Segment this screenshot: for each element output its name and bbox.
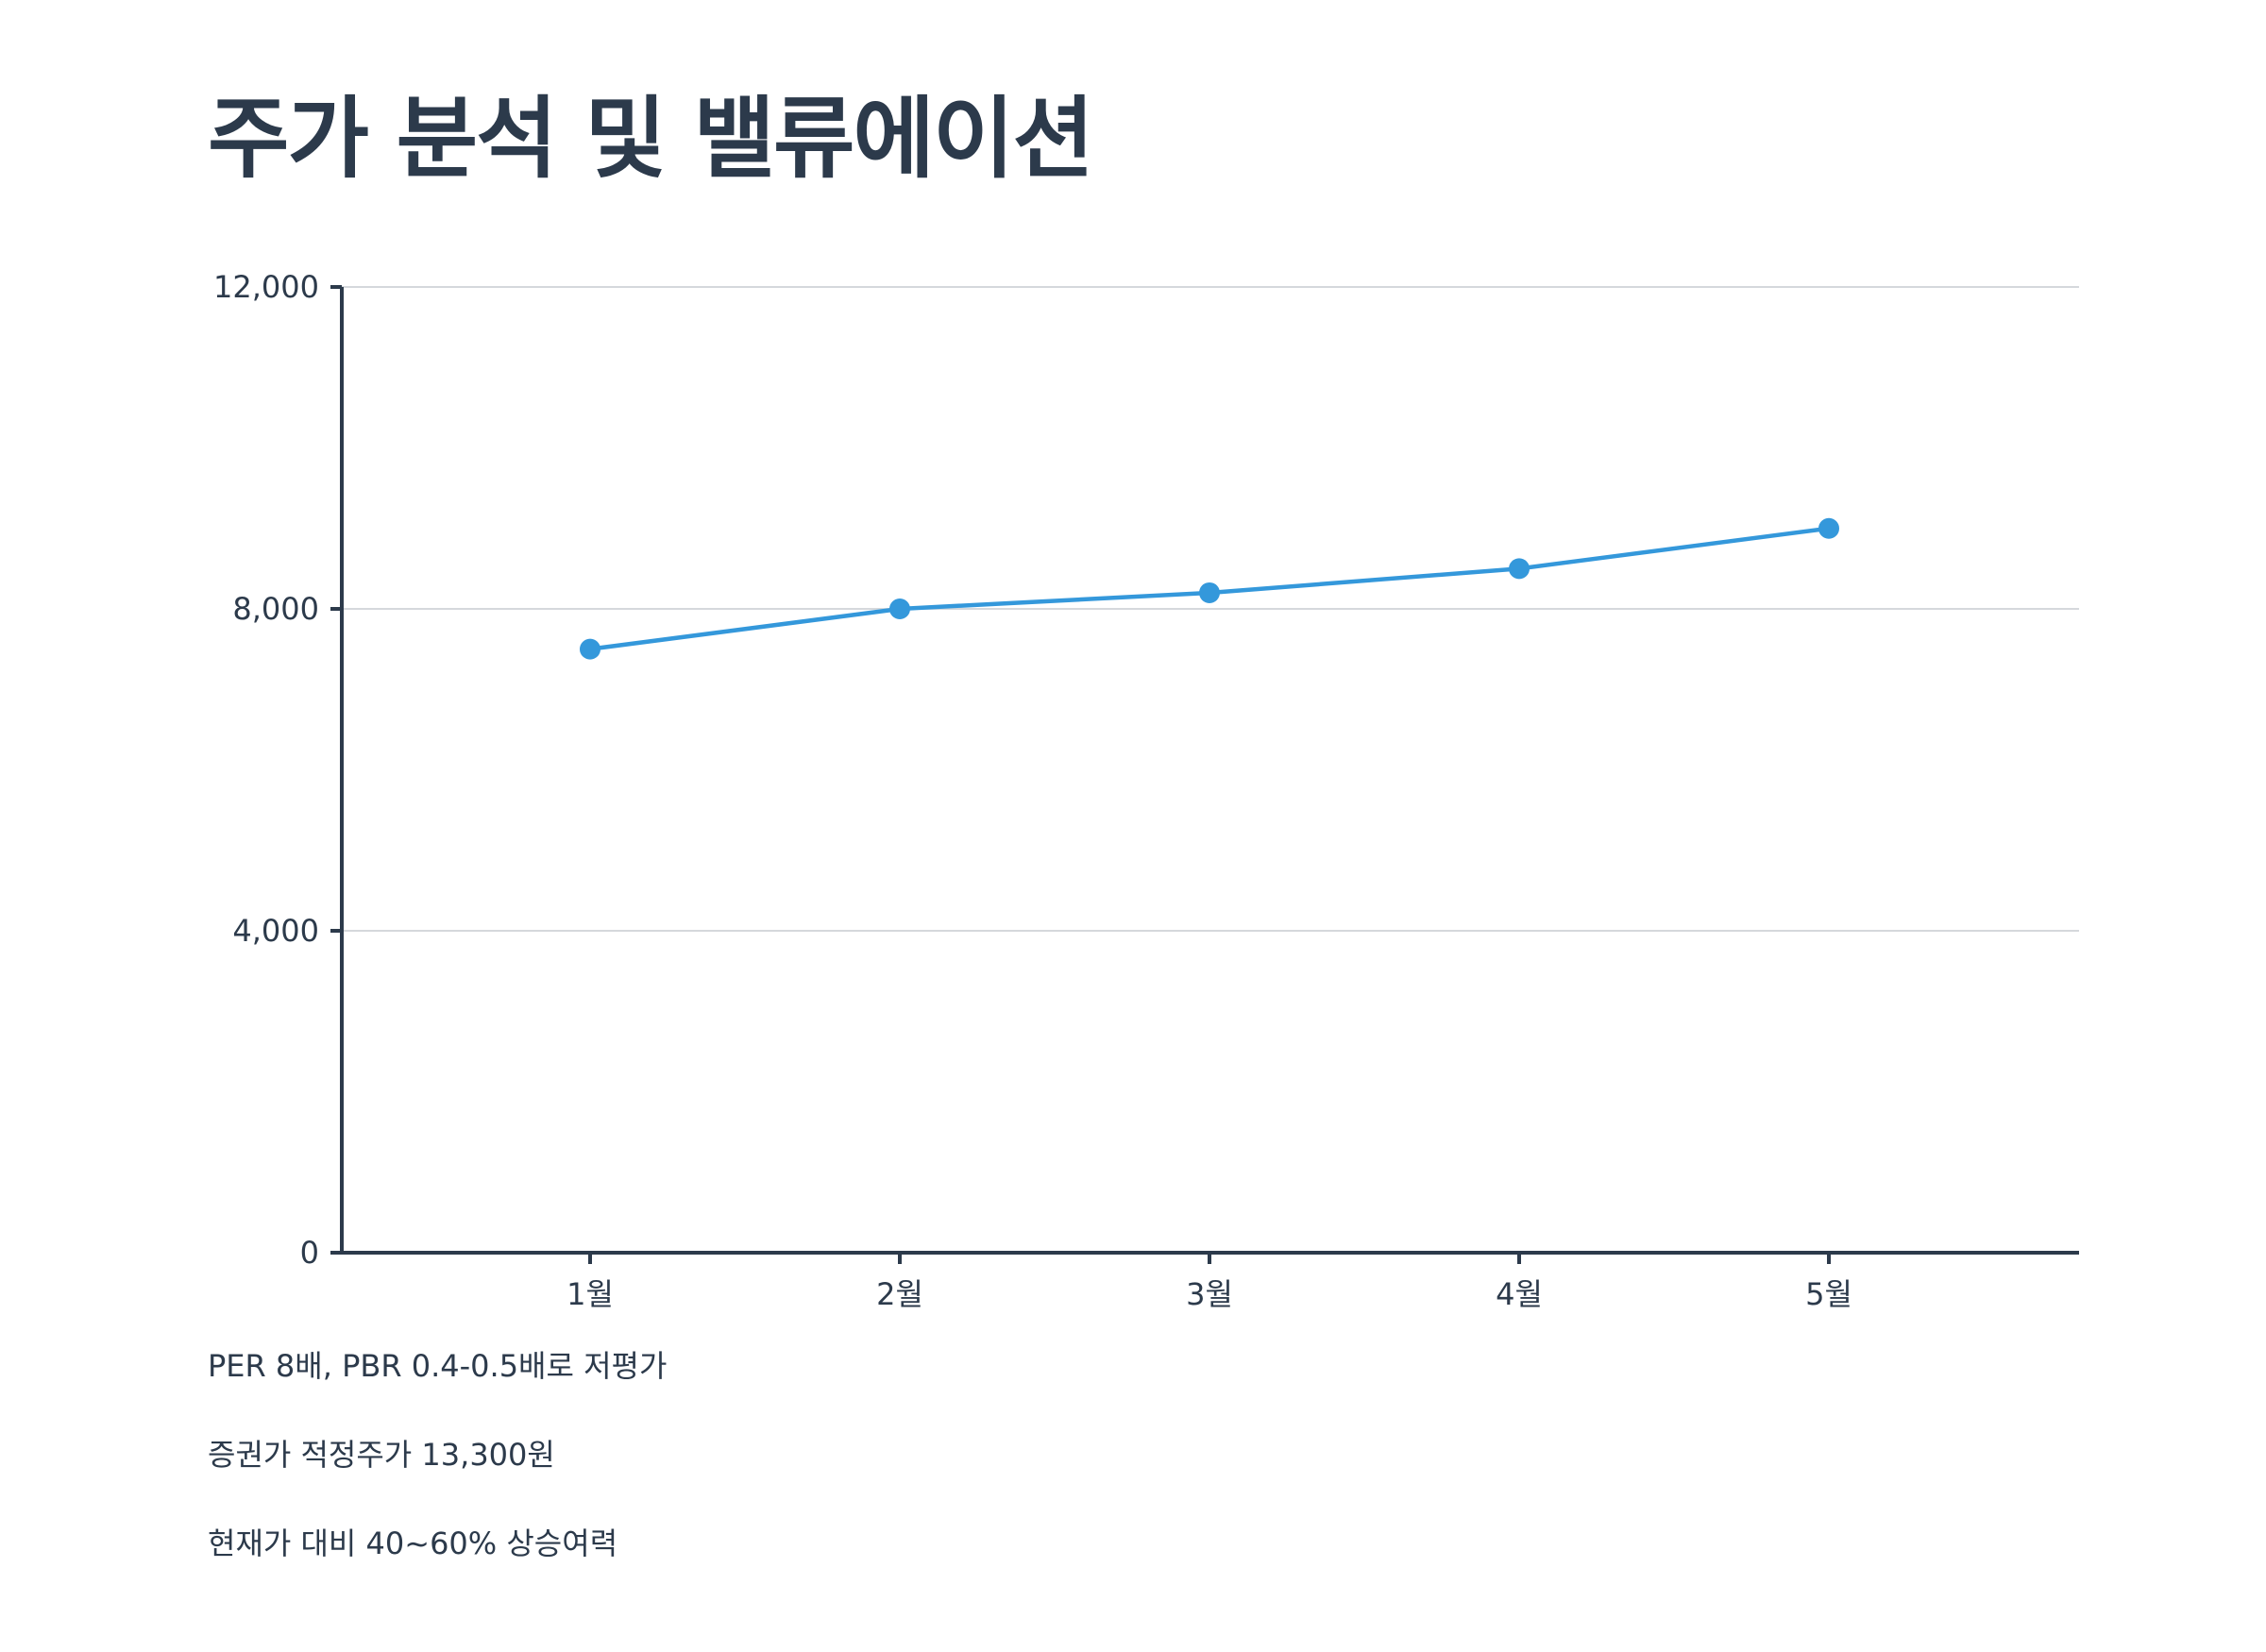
y-axis-ticks: 0 4,000 8,000 12,000 bbox=[213, 269, 342, 1271]
x-tick-label: 4월 bbox=[1496, 1276, 1543, 1312]
y-tick-label: 4,000 bbox=[232, 913, 319, 949]
data-point-2 bbox=[889, 598, 910, 619]
page-title: 주가 분석 및 밸류에이션 bbox=[208, 88, 1094, 191]
y-tick-label: 8,000 bbox=[232, 591, 319, 627]
x-tick-label: 1월 bbox=[566, 1276, 614, 1312]
data-point-4 bbox=[1509, 558, 1530, 580]
y-tick-label: 12,000 bbox=[213, 269, 319, 305]
data-point-1 bbox=[580, 638, 600, 660]
price-series bbox=[580, 517, 1839, 660]
axes bbox=[340, 287, 2079, 1255]
gridlines bbox=[342, 286, 2079, 932]
note-upside: 현재가 대비 40~60% 상승여력 bbox=[208, 1526, 618, 1561]
analysis-notes: PER 8배, PBR 0.4-0.5배로 저평가 증권가 적정주가 13,30… bbox=[208, 1348, 667, 1614]
x-tick-label: 2월 bbox=[876, 1276, 923, 1312]
x-tick-label: 3월 bbox=[1186, 1276, 1233, 1312]
note-valuation: PER 8배, PBR 0.4-0.5배로 저평가 bbox=[208, 1348, 668, 1384]
y-tick-label: 0 bbox=[300, 1235, 319, 1271]
data-point-3 bbox=[1199, 582, 1220, 603]
x-tick-label: 5월 bbox=[1805, 1276, 1852, 1312]
x-axis-ticks: 1월 2월 3월 4월 5월 bbox=[566, 1253, 1852, 1312]
note-target-price: 증권가 적정주가 13,300원 bbox=[208, 1437, 555, 1473]
data-point-5 bbox=[1818, 517, 1839, 539]
